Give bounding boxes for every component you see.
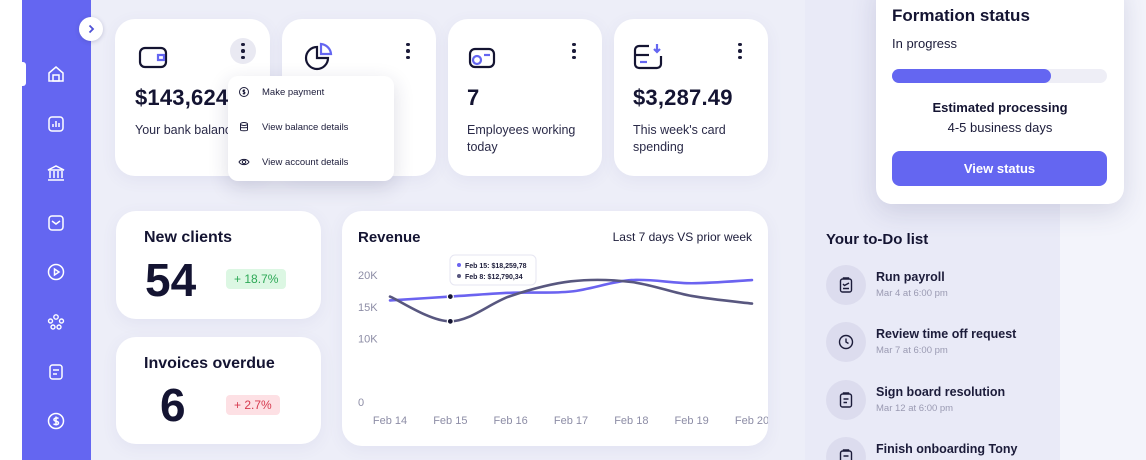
clipboard-icon: [826, 265, 866, 305]
data-point-marker[interactable]: [446, 292, 454, 301]
formation-title: Formation status: [892, 6, 1030, 25]
menu-item-make-payment[interactable]: Make payment: [238, 82, 324, 102]
wallet-icon: [137, 41, 169, 73]
formation-status-card: Formation status In progress Estimated p…: [876, 0, 1124, 204]
todo-item-time: Mar 7 at 6:00 pm: [876, 345, 948, 356]
series-line-2[interactable]: [388, 278, 754, 323]
new-clients-change-badge: + 18.7%: [226, 269, 287, 289]
employees-label: Employees working today: [467, 123, 576, 154]
invoices-title: Invoices overdue: [144, 355, 275, 372]
todo-item-review-time-off[interactable]: Review time off request Mar 7 at 6:00 pm: [826, 322, 1056, 366]
todo-item-finish-onboarding[interactable]: Finish onboarding Tony: [826, 437, 1056, 460]
todo-item-run-payroll[interactable]: Run payroll Mar 4 at 6:00 pm: [826, 265, 1056, 309]
todo-title: Your to-Do list: [826, 231, 929, 248]
tooltip-legend-dot: [457, 274, 461, 278]
employees-card: 7 Employees working today: [448, 19, 602, 176]
analytics-icon[interactable]: [46, 114, 66, 134]
more-options-button[interactable]: [564, 41, 584, 61]
y-tick-label: 0: [358, 397, 364, 409]
tooltip-value: Feb 8: $12,790,34: [465, 274, 523, 281]
inbox-icon[interactable]: [46, 213, 66, 233]
estimated-processing-title: Estimated processing: [932, 100, 1068, 115]
document-icon: [826, 380, 866, 420]
chart-tooltip: Feb 15: $18,259,78 Feb 8: $12,790,34: [449, 254, 537, 286]
more-options-button[interactable]: [230, 38, 256, 64]
bank-balance-label: Your bank balance: [135, 123, 239, 137]
todo-item-name: Finish onboarding Tony: [876, 442, 1018, 456]
data-point-marker[interactable]: [446, 317, 454, 325]
new-clients-title: New clients: [144, 229, 233, 246]
revenue-line-chart: 20K 15K 10K 0 Feb 14 Feb 15 Feb 16 Feb 17 Feb 18…: [358, 254, 768, 427]
todo-item-name: Run payroll: [876, 270, 945, 284]
card-spending-value: $3,287.49: [633, 85, 733, 110]
collapse-sidebar-button[interactable]: [79, 17, 103, 41]
menu-item-view-account[interactable]: View account details: [238, 152, 348, 172]
invoices-value: 6: [160, 379, 186, 431]
todo-item-name: Review time off request: [876, 327, 1017, 341]
more-options-button[interactable]: [730, 41, 750, 61]
view-status-button[interactable]: View status: [892, 151, 1107, 186]
estimated-processing-days: 4-5 business days: [947, 120, 1053, 135]
revenue-period-selector[interactable]: Last 7 days VS prior week: [612, 230, 752, 244]
active-indicator: [22, 62, 26, 86]
new-clients-value: 54: [145, 254, 197, 306]
document-icon[interactable]: [46, 362, 66, 382]
y-tick-label: 15K: [358, 302, 378, 314]
revenue-title: Revenue: [358, 229, 421, 246]
invoices-change-badge: + 2.7%: [226, 395, 280, 415]
new-clients-card: New clients 54 + 18.7%: [116, 211, 321, 319]
y-tick-label: 20K: [358, 270, 378, 282]
pie-chart-icon: [302, 41, 334, 73]
menu-item-view-balance[interactable]: View balance details: [238, 117, 348, 137]
invoices-card: Invoices overdue 6 + 2.7%: [116, 337, 321, 444]
balance-options-menu: Make payment View balance details View a…: [228, 76, 394, 181]
bank-icon[interactable]: [46, 163, 66, 183]
more-options-button[interactable]: [398, 41, 418, 61]
window-edge: [0, 0, 22, 460]
checklist-icon: [826, 437, 866, 460]
x-tick-label: Feb 16: [494, 415, 528, 427]
eye-icon: [238, 158, 250, 166]
menu-item-label: View account details: [262, 156, 349, 168]
play-icon[interactable]: [46, 262, 66, 282]
sidebar: [22, 0, 91, 460]
money-icon[interactable]: [46, 411, 66, 431]
todo-item-time: Mar 4 at 6:00 pm: [876, 288, 948, 299]
home-icon[interactable]: [46, 64, 66, 84]
employees-icon: [466, 41, 498, 73]
x-tick-label: Feb 19: [675, 415, 709, 427]
clock-icon: [826, 322, 866, 362]
tooltip-legend-dot: [457, 263, 461, 267]
y-tick-label: 10K: [358, 334, 378, 346]
payment-icon: [239, 87, 249, 97]
x-tick-label: Feb 18: [614, 415, 648, 427]
menu-item-label: View balance details: [262, 121, 349, 133]
todo-item-time: Mar 12 at 6:00 pm: [876, 403, 954, 414]
database-icon: [240, 122, 248, 132]
employees-value: 7: [467, 85, 480, 110]
revenue-card: Revenue Last 7 days VS prior week 20K 15K…: [342, 211, 768, 446]
x-tick-label: Feb 20: [735, 415, 768, 427]
todo-item-sign-board-resolution[interactable]: Sign board resolution Mar 12 at 6:00 pm: [826, 380, 1056, 424]
x-tick-label: Feb 17: [554, 415, 588, 427]
card-spending-label: This week's card spending: [633, 123, 726, 154]
x-tick-label: Feb 15: [433, 415, 467, 427]
tooltip-value: Feb 15: $18,259,78: [465, 263, 527, 270]
todo-item-name: Sign board resolution: [876, 385, 1006, 399]
x-tick-label: Feb 14: [373, 415, 407, 427]
team-icon[interactable]: [46, 312, 66, 332]
bank-balance-value: $143,624: [135, 85, 229, 110]
card-spending-icon: [632, 41, 664, 73]
card-spending-card: $3,287.49 This week's card spending: [614, 19, 768, 176]
formation-status-text: In progress: [892, 36, 958, 51]
formation-progress-bar: [892, 69, 1107, 83]
formation-progress-fill: [892, 69, 1052, 83]
menu-item-label: Make payment: [262, 86, 325, 98]
